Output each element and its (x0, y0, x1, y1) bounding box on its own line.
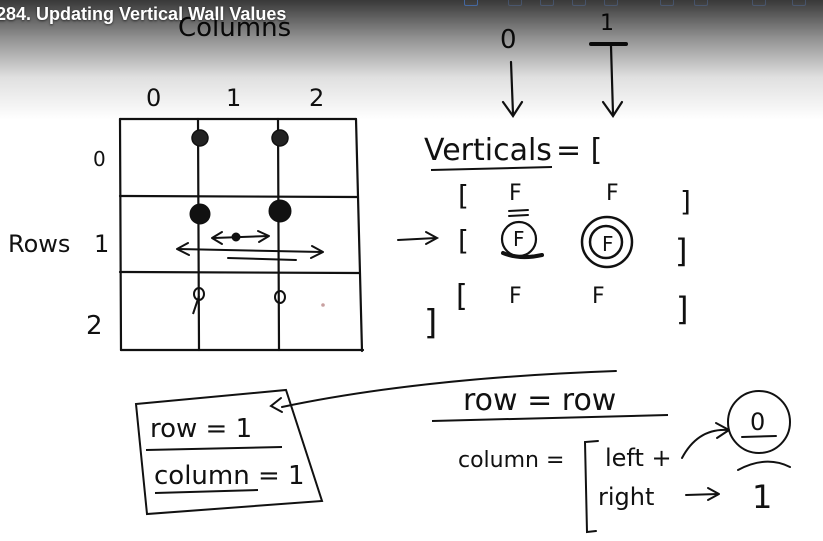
vertical-row-0-open: [ (458, 179, 469, 212)
grid-dots (189, 129, 292, 242)
vertical-row-2-open: [ (456, 279, 468, 314)
row-index-0: 0 (93, 147, 106, 171)
movement-arrows (176, 230, 324, 261)
undo-icon[interactable] (660, 0, 674, 6)
eraser-tool-icon[interactable] (540, 0, 554, 6)
redo-icon[interactable] (694, 0, 708, 6)
pen-tool-icon[interactable] (464, 0, 478, 6)
vertical-row-0-value-0: F (509, 181, 522, 206)
current-row: row = 1 (150, 414, 252, 444)
marker-tool-icon[interactable] (508, 0, 522, 6)
column-index-0: 0 (146, 84, 161, 112)
vertical-row-2-value-0: F (509, 284, 522, 309)
right-result: 1 (752, 478, 772, 516)
column-bracket (583, 440, 599, 534)
vertical-row-1-value-1: F (602, 232, 614, 256)
row-1-highlights (500, 209, 634, 269)
grid-to-verticals-arrow (397, 231, 440, 245)
column-assignment: column = (458, 448, 564, 473)
right-label: right (598, 483, 654, 511)
color-tool-icon[interactable] (604, 0, 618, 6)
grid-line-col-2 (276, 117, 281, 352)
vertical-row-0-close: ] (680, 185, 691, 218)
left-result: 0 (750, 408, 765, 436)
current-column-underline (154, 489, 259, 494)
vertical-row-2-close: ] (676, 290, 688, 328)
row-assignment-underline (431, 414, 669, 422)
grid-dot-0-1 (271, 129, 289, 147)
vertical-row-1-open: [ (458, 224, 469, 257)
current-row-divider (145, 446, 283, 451)
vertical-row-2-value-1: F (592, 284, 605, 309)
verticals-equals: = [ (556, 133, 602, 168)
cursor-dot (321, 303, 325, 307)
grid-dot-1-1 (268, 199, 292, 223)
grid-line-col-1 (196, 117, 201, 352)
left-label: left + (605, 444, 672, 472)
grid-line-left (118, 117, 123, 352)
top-index-one: 1 (600, 11, 614, 36)
verticals-underline (430, 166, 553, 171)
row-index-1: 1 (94, 230, 109, 258)
grid-dot-1-0 (189, 203, 211, 225)
grid-line-right (354, 117, 364, 353)
current-position-box (134, 388, 324, 516)
grid-line-row-1 (118, 194, 359, 199)
grid-dot-0-0 (191, 129, 209, 147)
verticals-closing-bracket: ] (424, 303, 437, 343)
vertical-row-0-value-1: F (606, 181, 619, 206)
current-column: column = 1 (154, 461, 305, 491)
verticals-label: Verticals (424, 133, 552, 168)
column-index-1: 1 (226, 84, 241, 112)
row-assignment: row = row (463, 383, 616, 418)
drawing-toolbar (462, 0, 823, 8)
grid-line-row-2 (118, 270, 361, 275)
shape-tool-icon[interactable] (572, 0, 586, 6)
grid-open-marks (192, 287, 286, 315)
column-index-2: 2 (309, 84, 324, 112)
settings-icon[interactable] (792, 0, 806, 6)
maze-grid (118, 117, 365, 353)
vertical-row-0: [ F F ] (458, 179, 691, 218)
top-index-zero: 0 (500, 25, 517, 55)
grid-mark-2-1 (274, 290, 286, 304)
video-title: 284. Updating Vertical Wall Values (0, 4, 287, 24)
vertical-row-1-close: ] (675, 232, 687, 270)
row-index-2: 2 (86, 311, 103, 341)
vertical-row-1-value-0: F (513, 227, 525, 251)
top-index-arrows (501, 42, 628, 118)
result-arrows (681, 390, 791, 501)
grid-mark-2-0 (193, 287, 205, 301)
vertical-row-1: [ F F ] (458, 224, 687, 270)
vertical-row-2: [ F F ] (456, 279, 688, 328)
page-icon[interactable] (752, 0, 766, 6)
row-link-arrow (269, 370, 617, 413)
rows-heading: Rows (8, 230, 70, 258)
